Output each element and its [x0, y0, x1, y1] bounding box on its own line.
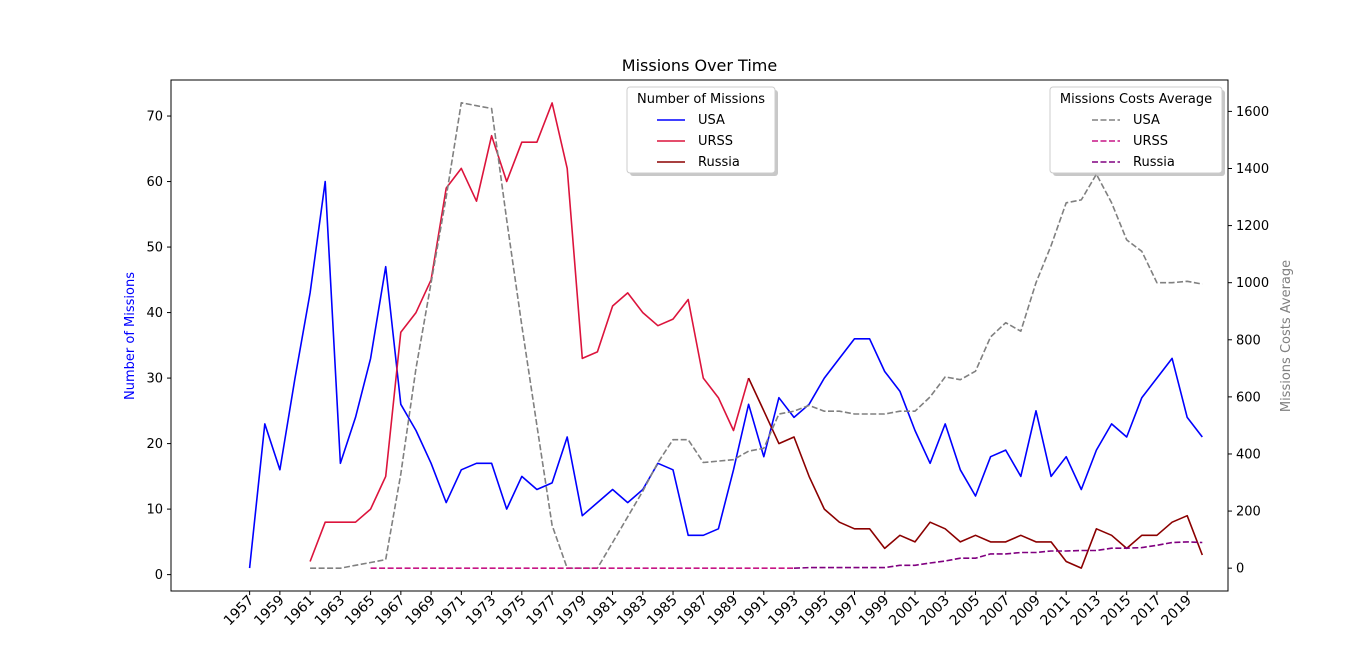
x-tick-label: 2009	[1007, 593, 1044, 630]
x-tick-label: 1991	[735, 593, 772, 630]
legend-entry-label: Russia	[698, 155, 740, 170]
x-tick-label: 1965	[342, 593, 379, 630]
x-tick-label: 1963	[312, 593, 349, 630]
y-tick-label-left: 70	[146, 110, 163, 125]
legend-box	[626, 86, 776, 174]
y-axis-label-left: Number of Missions	[123, 272, 138, 400]
x-tick-label: 1987	[675, 593, 712, 630]
y-tick-label-right: 0	[1236, 562, 1244, 577]
y-tick-label-left: 60	[146, 175, 163, 190]
x-tick-label: 2013	[1068, 593, 1105, 630]
y-tick-label-left: 50	[146, 241, 163, 256]
x-tick-label: 2017	[1128, 593, 1165, 630]
x-tick-label: 1981	[584, 593, 621, 630]
y-tick-label-left: 10	[146, 503, 163, 518]
x-tick-label: 1985	[644, 593, 681, 630]
x-tick-label: 2003	[917, 593, 954, 630]
y-tick-label-right: 1600	[1236, 105, 1269, 120]
y-tick-label-right: 1200	[1236, 219, 1269, 234]
x-tick-label: 1997	[826, 593, 863, 630]
x-tick-label: 1989	[705, 593, 742, 630]
x-tick-label: 1979	[554, 593, 591, 630]
y-tick-label-left: 30	[146, 372, 163, 387]
x-tick-label: 1969	[402, 593, 439, 630]
x-tick-label: 2005	[947, 593, 984, 630]
x-tick-label: 2019	[1159, 593, 1196, 630]
x-tick-label: 1975	[493, 593, 530, 630]
series-line-left-urss	[309, 102, 750, 562]
y-tick-label-left: 40	[146, 306, 163, 321]
legend-title: Number of Missions	[637, 92, 765, 107]
chart-title: Missions Over Time	[622, 56, 777, 75]
series-line-left-russia	[747, 377, 1204, 569]
series-line-right-russia	[793, 541, 1203, 569]
x-tick-label: 1967	[372, 593, 409, 630]
x-tick-label: 1999	[856, 593, 893, 630]
x-tick-label: 2011	[1038, 593, 1075, 630]
y-tick-label-right: 1000	[1236, 276, 1269, 291]
y-tick-label-right: 800	[1236, 333, 1261, 348]
series-line-right-usa	[310, 102, 1203, 570]
x-tick-label: 1993	[765, 593, 802, 630]
series-line-left-usa	[248, 180, 1203, 569]
x-tick-label: 2001	[886, 593, 923, 630]
x-tick-label: 2015	[1098, 593, 1135, 630]
legend-entry-label: URSS	[1133, 134, 1168, 149]
x-tick-label: 1971	[433, 593, 470, 630]
legend-entry-label: USA	[698, 113, 725, 128]
legend-layer: Number of Missions USA URSS Russia Missions …	[626, 86, 1225, 176]
y-tick-label-right: 400	[1236, 447, 1261, 462]
y-tick-label-right: 1400	[1236, 162, 1269, 177]
x-tick-label: 1983	[614, 593, 651, 630]
y-tick-label-left: 20	[146, 437, 163, 452]
x-tick-label: 1973	[463, 593, 500, 630]
series-layer	[248, 102, 1204, 570]
legend-title: Missions Costs Average	[1060, 92, 1212, 107]
x-tick-label: 1957	[221, 593, 258, 630]
legend-entry-label: USA	[1133, 113, 1160, 128]
x-tick-label: 1959	[251, 593, 288, 630]
y-tick-label-right: 600	[1236, 390, 1261, 405]
x-tick-label: 2007	[977, 593, 1014, 630]
x-tick-label: 1977	[523, 593, 560, 630]
x-tick-label: 1961	[281, 593, 318, 630]
y-tick-label-right: 200	[1236, 505, 1261, 520]
legend-box	[1049, 86, 1223, 174]
legend-entry-label: URSS	[698, 134, 733, 149]
y-tick-label-left: 0	[155, 568, 163, 583]
plot-frame	[170, 79, 1229, 592]
x-tick-label: 1995	[796, 593, 833, 630]
legend-entry-label: Russia	[1133, 155, 1175, 170]
y-axis-label-right: Missions Costs Average	[1279, 260, 1294, 412]
